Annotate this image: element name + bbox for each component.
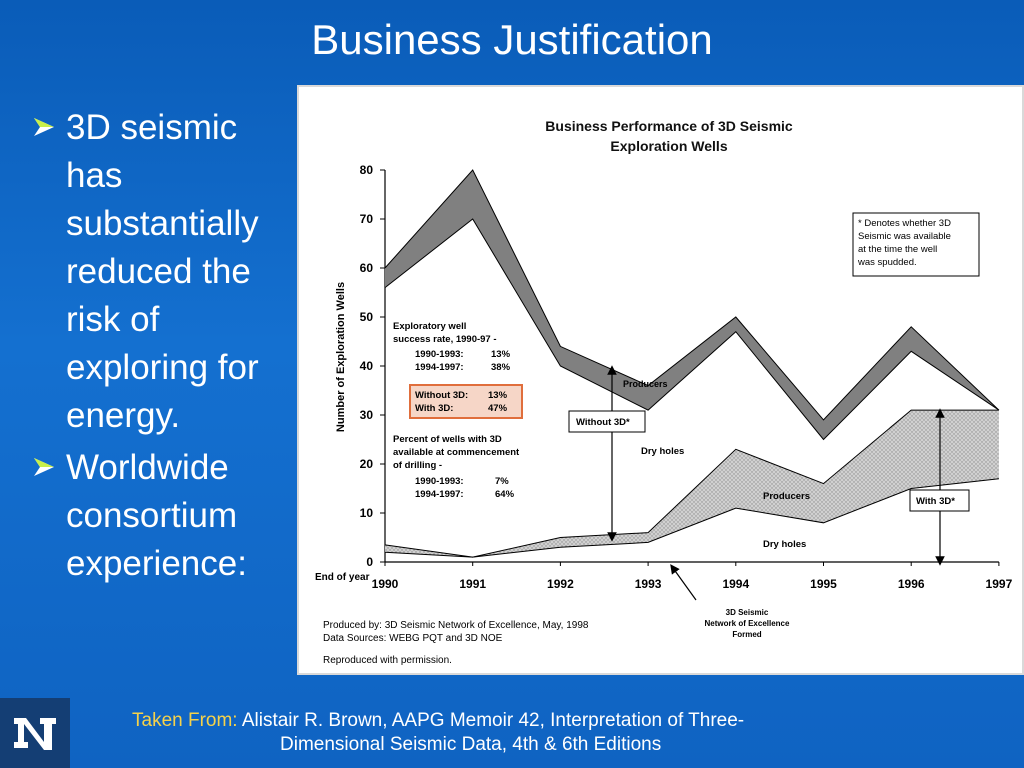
- percent-3d-text: Percent of wells with 3D: [393, 434, 502, 445]
- y-tick-label: 80: [360, 163, 374, 177]
- y-tick-label: 50: [360, 310, 374, 324]
- university-logo: [0, 698, 70, 768]
- success-rate-text: success rate, 1990-97 -: [393, 334, 497, 345]
- x-tick-label: 1996: [898, 577, 925, 591]
- chart-title: Business Performance of 3D Seismic: [545, 118, 793, 134]
- arrow-bullet-icon: [34, 458, 54, 476]
- percent-3d-text: available at commencement: [393, 447, 520, 458]
- y-tick-label: 70: [360, 212, 374, 226]
- note-box: [852, 212, 980, 277]
- x-axis-label: End of year: [315, 572, 370, 583]
- without-3d-label: Without 3D*: [576, 417, 630, 428]
- success-rate-value: 13%: [491, 349, 511, 360]
- y-tick-label: 20: [360, 457, 374, 471]
- y-axis-label: Number of Exploration Wells: [335, 282, 347, 432]
- without-3d-total-line: [384, 169, 1000, 421]
- with-3d-total-line: [384, 409, 999, 558]
- bullet-list: 3D seismic has substantially reduced the…: [32, 104, 294, 592]
- success-rate-value: 38%: [491, 362, 511, 373]
- x-tick-label: 1997: [986, 577, 1013, 591]
- note-text: Seismic was available: [858, 231, 951, 242]
- chart-footer-text: Data Sources: WEBG PQT and 3D NOE: [323, 633, 503, 644]
- x-tick-label: 1990: [372, 577, 399, 591]
- source-credit: Taken From: Alistair R. Brown, AAPG Memo…: [132, 709, 962, 757]
- network-formed-text: 3D Seismic: [726, 608, 769, 617]
- chart-footer-text: Reproduced with permission.: [323, 655, 452, 666]
- chart-footer-text: Produced by: 3D Seismic Network of Excel…: [323, 620, 589, 631]
- success-rate-text: Exploratory well: [393, 321, 466, 332]
- bullet-text: 3D seismic has substantially reduced the…: [66, 108, 259, 435]
- credit-line-2: Dimensional Seismic Data, 4th & 6th Edit…: [280, 734, 662, 755]
- percent-3d-text: of drilling -: [393, 460, 442, 471]
- y-tick-label: 60: [360, 261, 374, 275]
- credit-lead: Taken From:: [132, 710, 238, 731]
- producers-lower-label: Producers: [763, 491, 810, 502]
- bullet-item: 3D seismic has substantially reduced the…: [32, 104, 294, 440]
- bullet-text: Worldwide consortium experience:: [66, 448, 247, 583]
- without-3d-box: [568, 410, 646, 433]
- with-3d-box: [909, 489, 970, 512]
- without-3d-dry-line: [384, 218, 1000, 441]
- chart-subtitle: Exploration Wells: [610, 138, 727, 154]
- comparison-label: Without 3D:: [415, 390, 468, 401]
- y-tick-label: 30: [360, 408, 374, 422]
- y-tick-label: 40: [360, 359, 374, 373]
- comparison-label: With 3D:: [415, 403, 453, 414]
- dry-holes-lower-label: Dry holes: [763, 539, 806, 550]
- slide-title: Business Justification: [311, 16, 713, 63]
- x-tick-label: 1995: [810, 577, 837, 591]
- percent-3d-period: 1990-1993:: [415, 476, 464, 487]
- note-text: * Denotes whether 3D: [858, 218, 951, 229]
- x-tick-label: 1991: [459, 577, 486, 591]
- note-text: was spudded.: [857, 257, 917, 268]
- percent-3d-period: 1994-1997:: [415, 489, 464, 500]
- comparison-value: 47%: [488, 403, 508, 414]
- y-tick-label: 10: [360, 506, 374, 520]
- x-tick-label: 1993: [635, 577, 662, 591]
- n-logo-icon: [14, 718, 56, 750]
- x-tick-label: 1994: [722, 577, 749, 591]
- success-rate-period: 1990-1993:: [415, 349, 464, 360]
- credit-line-1: Alistair R. Brown, AAPG Memoir 42, Inter…: [241, 710, 745, 731]
- seismic-chart: Business Performance of 3D Seismic Explor…: [315, 118, 1013, 666]
- network-formed-arrow: [670, 564, 697, 601]
- with-3d-band: [385, 410, 999, 558]
- with-3d-dry-line: [384, 478, 999, 558]
- comparison-box: [409, 384, 523, 419]
- network-formed-text: Network of Excellence: [705, 619, 790, 628]
- with-3d-label: With 3D*: [916, 496, 955, 507]
- success-rate-period: 1994-1997:: [415, 362, 464, 373]
- producers-upper-label: Producers: [623, 379, 668, 389]
- note-text: at the time the well: [858, 244, 937, 255]
- chart-panel: Business Performance of 3D Seismic Explor…: [297, 85, 1024, 675]
- comparison-value: 13%: [488, 390, 508, 401]
- x-tick-label: 1992: [547, 577, 574, 591]
- y-tick-label: 0: [366, 555, 373, 569]
- network-formed-text: Formed: [732, 630, 761, 639]
- dry-holes-upper-label: Dry holes: [641, 446, 684, 457]
- percent-3d-value: 64%: [495, 489, 515, 500]
- percent-3d-value: 7%: [495, 476, 509, 487]
- arrow-bullet-icon: [34, 118, 54, 136]
- bullet-item: Worldwide consortium experience:: [32, 444, 294, 588]
